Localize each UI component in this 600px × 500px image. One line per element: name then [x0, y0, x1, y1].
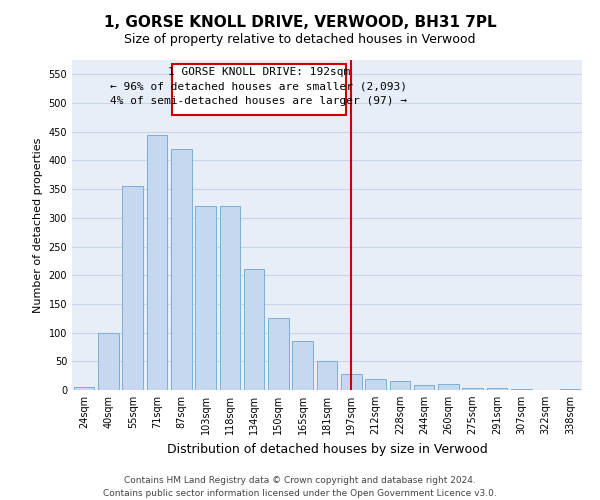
Text: Size of property relative to detached houses in Verwood: Size of property relative to detached ho… — [124, 32, 476, 46]
Bar — [511, 389, 532, 390]
Bar — [292, 341, 313, 390]
Bar — [560, 389, 580, 390]
Bar — [438, 384, 459, 390]
Bar — [122, 186, 143, 390]
Bar — [414, 386, 434, 390]
Bar — [171, 149, 191, 390]
Bar — [389, 382, 410, 390]
Bar — [317, 362, 337, 390]
Bar — [244, 270, 265, 390]
Text: 1 GORSE KNOLL DRIVE: 192sqm
← 96% of detached houses are smaller (2,093)
4% of s: 1 GORSE KNOLL DRIVE: 192sqm ← 96% of det… — [110, 68, 407, 106]
Bar — [268, 318, 289, 390]
Bar — [220, 206, 240, 390]
Bar — [463, 388, 483, 390]
Bar — [365, 378, 386, 390]
Bar — [487, 388, 508, 390]
Bar — [195, 206, 216, 390]
Text: 1, GORSE KNOLL DRIVE, VERWOOD, BH31 7PL: 1, GORSE KNOLL DRIVE, VERWOOD, BH31 7PL — [104, 15, 496, 30]
Bar — [146, 134, 167, 390]
Bar — [98, 332, 119, 390]
Text: Contains HM Land Registry data © Crown copyright and database right 2024.
Contai: Contains HM Land Registry data © Crown c… — [103, 476, 497, 498]
Bar — [74, 387, 94, 390]
FancyBboxPatch shape — [172, 64, 346, 114]
X-axis label: Distribution of detached houses by size in Verwood: Distribution of detached houses by size … — [167, 442, 487, 456]
Bar — [341, 374, 362, 390]
Y-axis label: Number of detached properties: Number of detached properties — [33, 138, 43, 312]
